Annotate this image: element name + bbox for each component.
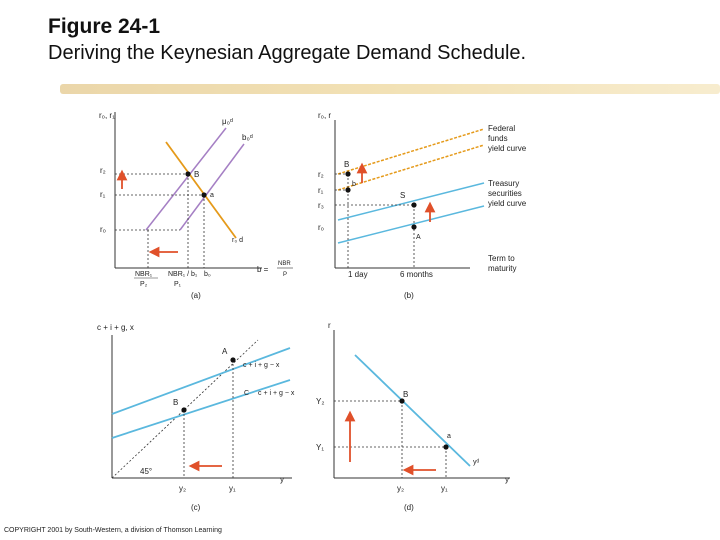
panel-a-y-axis-label: r₀, r₁ (99, 111, 115, 120)
panel-b-point-b (345, 187, 351, 193)
panel-d-caption: (d) (404, 503, 414, 512)
panel-d-x-axis-label: y (505, 475, 509, 484)
panel-b-federal-label-2: funds (488, 134, 508, 143)
panel-a-point-b (185, 171, 191, 177)
panel-a-demand-label: r₀ d (232, 237, 243, 244)
panel-d-point-B (399, 398, 405, 404)
panel-d-point-A-label: a (447, 433, 451, 440)
panel-c-point-B (181, 407, 187, 413)
panel-c-lower-line (111, 379, 291, 439)
panel-b-tick-2: r₁ (318, 186, 324, 195)
panel-a-curve-right (179, 143, 245, 231)
panel-a-curve-left-label: μ₀ᵈ (222, 117, 233, 126)
panel-b-treasury-label-2: securities (488, 189, 522, 198)
panel-b-federal-label-1: Federal (488, 124, 515, 133)
panel-a-x-tick-1: NBR₁ (135, 271, 153, 278)
panel-b-treasury-curve-upper (337, 182, 485, 221)
panel-d: r yᵈ B a Y₂ Y₁ y y₂ y₁ (d) (316, 321, 510, 512)
panel-d-x-tick-2: y₁ (441, 484, 448, 493)
panel-c-point-A-label: A (222, 347, 228, 356)
panel-a-point-a (201, 192, 207, 198)
panel-d-y-tick-2: Y₁ (316, 443, 324, 452)
panel-d-y-axis-label: r (328, 321, 331, 330)
panel-b-treasury-label-1: Treasury (488, 179, 519, 188)
panel-b-point-B (345, 171, 351, 177)
panel-b-point-A (411, 224, 417, 230)
panel-a-point-a-label: a (210, 192, 214, 199)
panel-a-caption: (a) (191, 291, 201, 300)
panel-b-tick-1: r₂ (318, 170, 324, 179)
panel-a-r-tick-1: r₂ (100, 166, 106, 175)
panel-b-treasury-label-3: yield curve (488, 199, 527, 208)
panel-b-federal-label-3: yield curve (488, 144, 527, 153)
panel-b-point-B-label: B (344, 160, 349, 169)
figure-title: Figure 24-1 (48, 15, 161, 38)
decorative-banner (60, 84, 720, 94)
copyright-text: COPYRIGHT 2001 by South-Western, a divis… (4, 527, 222, 534)
panel-c-45-label: 45° (140, 467, 152, 476)
panel-b-y-axis-label: r₀, r (318, 111, 331, 120)
panel-a-curve-left (145, 127, 227, 231)
panel-b-federal-curve-upper (337, 128, 485, 175)
panel-a-x-tick-2: NBR₁ / b₁ (168, 271, 198, 278)
panel-b-term-label-1: Term to (488, 254, 515, 263)
panel-a-x-tick-2-sub: P₁ (174, 281, 182, 288)
panel-b-point-A-label: A (416, 234, 421, 241)
panel-a-equation-den: P (283, 272, 287, 278)
panel-b-tick-3: r₃ (318, 201, 324, 210)
panel-d-demand-curve (354, 354, 471, 467)
panel-a-x-tick-3: b₀ (204, 271, 211, 278)
panel-a-curve-right-label: b₀ᵈ (242, 133, 253, 142)
panel-a: r₀, r₁ μ₀ᵈ b₀ᵈ r₀ d B a r₂ r₁ r₀ NBR₁ P₂… (99, 111, 293, 300)
panel-a-equation-num: NBR (278, 261, 291, 267)
panel-c: c + i + g, x 45° c + i + g − x c + i + g… (97, 323, 295, 512)
panel-b-point-b-label: b (352, 181, 356, 188)
panel-b-tick-4: r₀ (318, 223, 324, 232)
panel-c-x-tick-2: y₁ (229, 484, 236, 493)
panel-b-term-label-2: maturity (488, 264, 516, 273)
panel-b-treasury-curve-lower (337, 205, 485, 244)
panel-c-y-axis-label: c + i + g, x (97, 323, 134, 332)
panel-a-demand-curve (165, 141, 237, 239)
panel-c-point-A (230, 357, 236, 363)
panel-c-upper-line (111, 347, 291, 415)
panel-d-x-tick-1: y₂ (397, 484, 404, 493)
panel-a-r-tick-2: r₁ (100, 190, 106, 199)
panel-d-curve-label: yᵈ (473, 459, 480, 466)
panel-c-x-tick-1: y₂ (179, 484, 186, 493)
panel-c-caption: (c) (191, 503, 201, 512)
panel-c-x-axis-label: y (280, 475, 284, 484)
panel-d-point-A (443, 444, 449, 450)
figure-subtitle: Deriving the Keynesian Aggregate Demand … (48, 42, 527, 64)
panel-b-caption: (b) (404, 291, 414, 300)
panel-a-point-b-label: B (194, 170, 199, 179)
panel-a-x-tick-1-denom: P₂ (140, 281, 148, 288)
panel-d-y-tick-1: Y₂ (316, 397, 324, 406)
panel-b: r₀, r B b S A r₂ r₁ r₃ r₀ 1 day 6 months… (318, 111, 527, 300)
panel-b-x-tick-2: 6 months (400, 270, 433, 279)
panel-b-x-tick-1: 1 day (348, 270, 368, 279)
panel-c-upper-label: c + i + g − x (243, 362, 280, 369)
panel-b-point-S (411, 202, 417, 208)
panel-c-point-C-label: C (244, 390, 249, 397)
figure-title-block: Figure 24-1 Deriving the Keynesian Aggre… (48, 14, 526, 66)
panel-b-point-S-label: S (400, 191, 405, 200)
panel-c-lower-label: c + i + g − x (258, 390, 295, 397)
panel-a-r-tick-3: r₀ (100, 225, 106, 234)
panel-d-point-B-label: B (403, 390, 408, 399)
panel-a-equation-lhs: b = (257, 265, 269, 274)
panel-c-point-B-label: B (173, 398, 178, 407)
